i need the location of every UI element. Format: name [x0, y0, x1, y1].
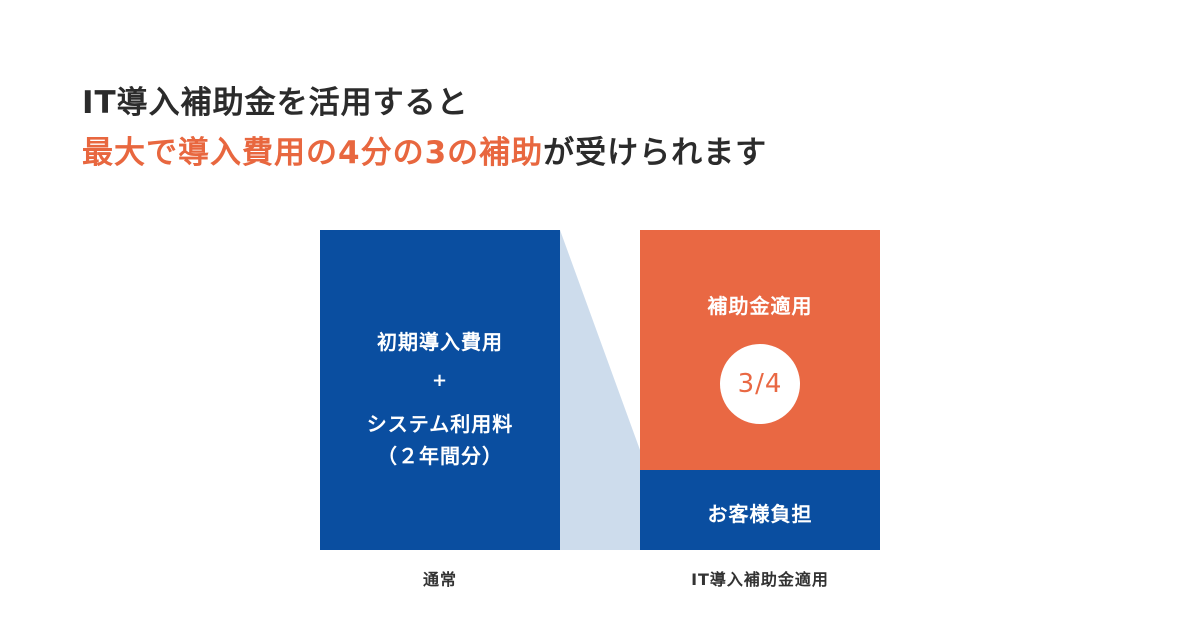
initial-cost-label: 初期導入費用: [377, 330, 503, 354]
subsidy-label: 補助金適用: [707, 294, 813, 318]
system-fee-label: システム利用料: [366, 412, 514, 436]
customer-burden-box: お客様負担: [640, 470, 880, 550]
plus-sign: +: [431, 370, 449, 391]
headline-line-1: IT導入補助金を活用すると: [82, 85, 469, 121]
headline: IT導入補助金を活用すると 最大で導入費用の4分の3の補助が受けられます: [82, 78, 767, 178]
subsidy-box: 補助金適用 3/4: [640, 230, 880, 470]
period-label: （２年間分）: [377, 444, 503, 468]
normal-caption: 通常: [422, 570, 457, 589]
headline-accent: 最大で導入費用の4分の3の補助: [82, 135, 544, 171]
headline-line-2: 最大で導入費用の4分の3の補助が受けられます: [82, 128, 767, 178]
normal-cost-box: 初期導入費用 + システム利用料 （２年間分）: [320, 230, 560, 550]
connector-polygon: [560, 230, 640, 550]
headline-rest: が受けられます: [543, 135, 768, 171]
customer-burden-label: お客様負担: [707, 502, 813, 526]
ratio-badge: 3/4: [720, 344, 800, 424]
subsidized-caption: IT導入補助金適用: [691, 570, 829, 589]
